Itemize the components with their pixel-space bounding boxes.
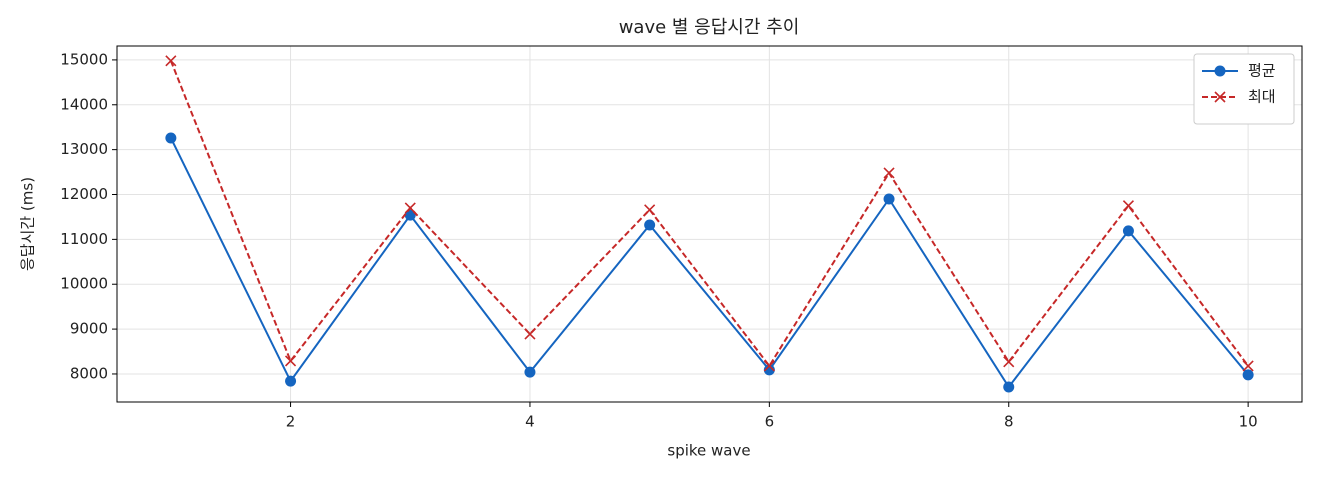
data-point <box>1242 360 1254 372</box>
y-tick-label: 9000 <box>70 320 108 338</box>
x-tick-label: 8 <box>1004 413 1014 431</box>
y-tick-label: 10000 <box>60 275 108 293</box>
legend-box <box>1193 53 1295 125</box>
data-point <box>763 360 775 372</box>
data-point <box>404 209 416 221</box>
grid <box>117 46 1302 402</box>
data-point <box>165 132 177 144</box>
y-tick-label: 8000 <box>70 364 108 382</box>
x-tick-label: 4 <box>525 413 535 431</box>
data-point <box>883 167 895 179</box>
data-point <box>1122 225 1134 237</box>
data-point <box>1122 200 1135 212</box>
data-point <box>763 364 775 376</box>
data-point <box>404 202 416 214</box>
legend-label: 최대 <box>1248 88 1276 106</box>
y-tick-label: 14000 <box>60 95 108 113</box>
data-point <box>1003 356 1015 368</box>
plot-frame <box>116 45 1303 403</box>
y-axis-label: 응답시간 (ms) <box>19 177 37 271</box>
data-point <box>524 366 536 378</box>
series-line <box>169 137 1249 389</box>
legend-label: 평균 <box>1248 62 1276 80</box>
x-axis-label: spike wave <box>667 442 750 460</box>
data-point <box>524 328 536 340</box>
data-point <box>284 355 297 367</box>
series-line <box>169 60 1249 368</box>
x-tick-label: 2 <box>286 413 296 431</box>
data-point <box>165 55 177 67</box>
data-point <box>1242 369 1254 381</box>
legend-marker <box>1214 65 1226 77</box>
y-tick-label: 13000 <box>60 140 108 158</box>
y-tick-label: 12000 <box>60 185 108 203</box>
data-point <box>1003 381 1015 393</box>
data-point <box>644 219 656 231</box>
data-point <box>285 375 297 387</box>
chart-title: wave 별 응답시간 추이 <box>619 17 800 38</box>
y-tick-label: 15000 <box>60 50 108 68</box>
data-point <box>883 193 895 205</box>
x-tick-label: 10 <box>1239 413 1258 431</box>
data-point <box>644 204 656 216</box>
legend-marker <box>1214 91 1226 103</box>
x-tick-label: 6 <box>765 413 775 431</box>
y-tick-label: 11000 <box>60 230 108 248</box>
